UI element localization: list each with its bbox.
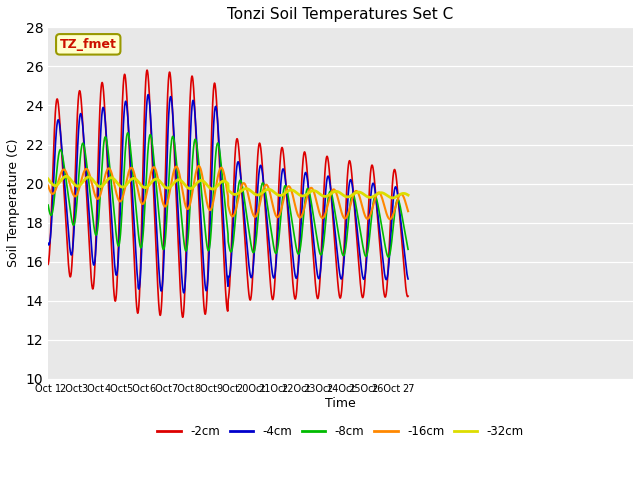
X-axis label: Time: Time (325, 396, 356, 409)
Title: Tonzi Soil Temperatures Set C: Tonzi Soil Temperatures Set C (227, 7, 454, 22)
Y-axis label: Soil Temperature (C): Soil Temperature (C) (7, 139, 20, 267)
Text: TZ_fmet: TZ_fmet (60, 38, 116, 51)
Legend: -2cm, -4cm, -8cm, -16cm, -32cm: -2cm, -4cm, -8cm, -16cm, -32cm (152, 420, 529, 443)
